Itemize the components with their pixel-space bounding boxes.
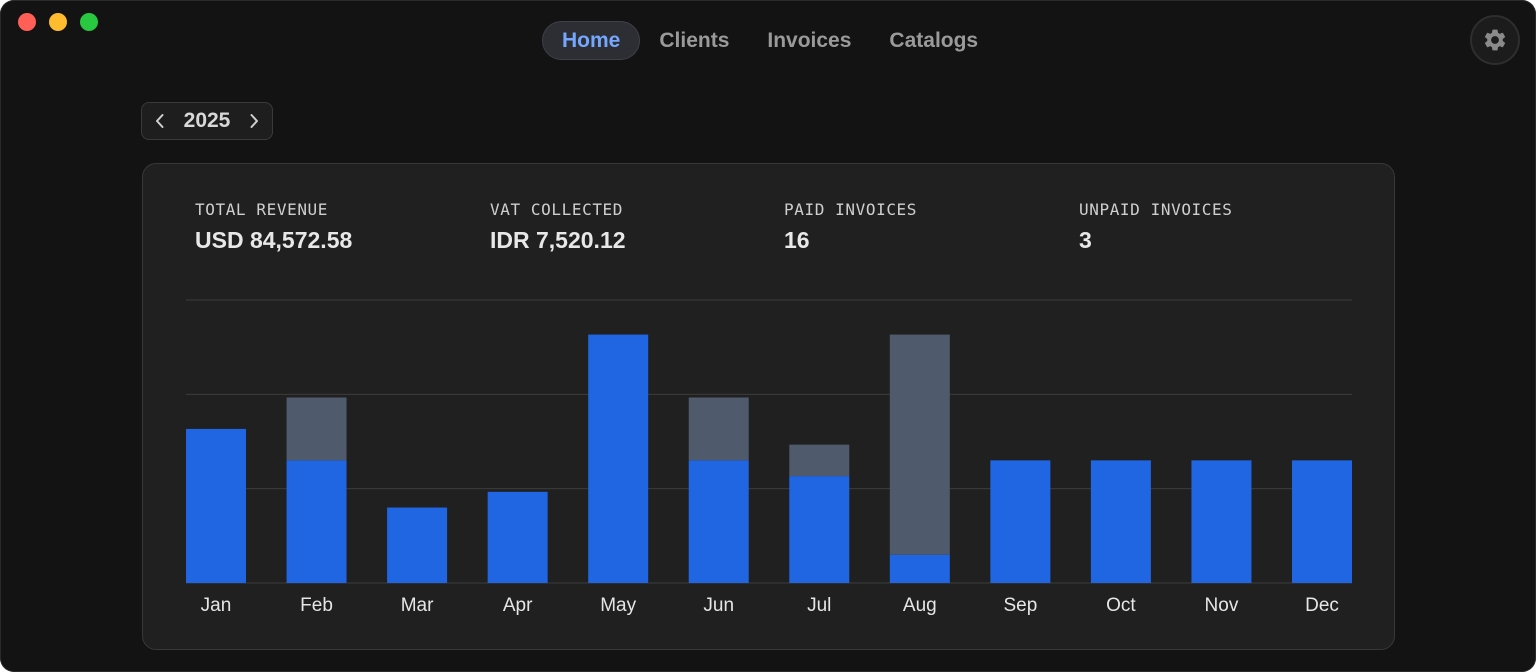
stat-label: VAT COLLECTED [490,200,624,219]
stat-vat-collected: VAT COLLECTED IDR 7,520.12 [490,200,626,254]
bar-paid-jul[interactable] [789,476,850,583]
year-label: 2025 [183,109,231,132]
stat-label: UNPAID INVOICES [1079,200,1233,219]
x-tick-label: Oct [1106,595,1136,616]
bar-paid-mar[interactable] [387,507,448,583]
gear-icon [1484,29,1506,51]
stat-label: TOTAL REVENUE [195,200,329,219]
zoom-window-button[interactable] [80,13,98,31]
monthly-revenue-chart: Jan Feb Mar Apr May Jun Jul Aug Sep Oct Nov Dec [186,299,1352,616]
x-tick-label: Feb [300,595,333,616]
x-tick-label: Nov [1205,595,1239,616]
bar-paid-feb[interactable] [286,460,347,583]
bar-paid-dec[interactable] [1292,460,1352,583]
x-tick-label: Sep [1003,595,1037,616]
stat-unpaid-invoices: UNPAID INVOICES 3 [1079,200,1233,254]
stat-paid-invoices: PAID INVOICES 16 [784,200,917,254]
bar-unpaid-jun[interactable] [688,397,749,461]
x-tick-label: Apr [503,595,533,616]
revenue-summary-card: TOTAL REVENUE USD 84,572.58 VAT COLLECTE… [142,163,1395,650]
x-tick-label: Dec [1305,595,1339,616]
tab-invoices[interactable]: Invoices [767,28,852,52]
x-tick-label: May [600,595,636,616]
tab-clients[interactable]: Clients [659,28,730,52]
x-tick-label: Mar [401,595,434,616]
bar-unpaid-jul[interactable] [789,444,850,477]
stat-label: PAID INVOICES [784,200,918,219]
tab-catalogs[interactable]: Catalogs [889,28,979,52]
settings-button[interactable] [1470,15,1520,65]
year-picker: 2025 [141,102,273,140]
bar-paid-oct[interactable] [1090,460,1151,583]
close-window-button[interactable] [18,13,36,31]
previous-year-button[interactable] [150,109,170,133]
bar-paid-jan[interactable] [186,428,246,583]
bar-paid-aug[interactable] [889,554,950,583]
stat-value: USD 84,572.58 [195,227,353,253]
stat-value: 16 [784,227,810,253]
bar-paid-nov[interactable] [1191,460,1252,583]
stat-total-revenue: TOTAL REVENUE USD 84,572.58 [195,200,352,254]
chevron-left-icon [156,114,164,128]
bar-paid-apr[interactable] [487,491,548,583]
minimize-window-button[interactable] [49,13,67,31]
x-tick-label: Jun [703,595,734,616]
x-tick-label: Jan [201,595,232,616]
bar-unpaid-feb[interactable] [286,397,347,461]
bar-paid-sep[interactable] [990,460,1051,583]
next-year-button[interactable] [244,109,264,133]
bar-paid-may[interactable] [588,334,649,583]
main-nav: Home Clients Invoices Catalogs [542,21,997,60]
bar-unpaid-aug[interactable] [889,334,950,555]
bar-paid-jun[interactable] [688,460,749,583]
tab-home[interactable]: Home [542,21,641,60]
chevron-right-icon [250,114,258,128]
stat-value: 3 [1079,227,1092,253]
x-tick-label: Aug [903,595,937,616]
x-tick-label: Jul [807,595,831,616]
stat-value: IDR 7,520.12 [490,227,626,253]
